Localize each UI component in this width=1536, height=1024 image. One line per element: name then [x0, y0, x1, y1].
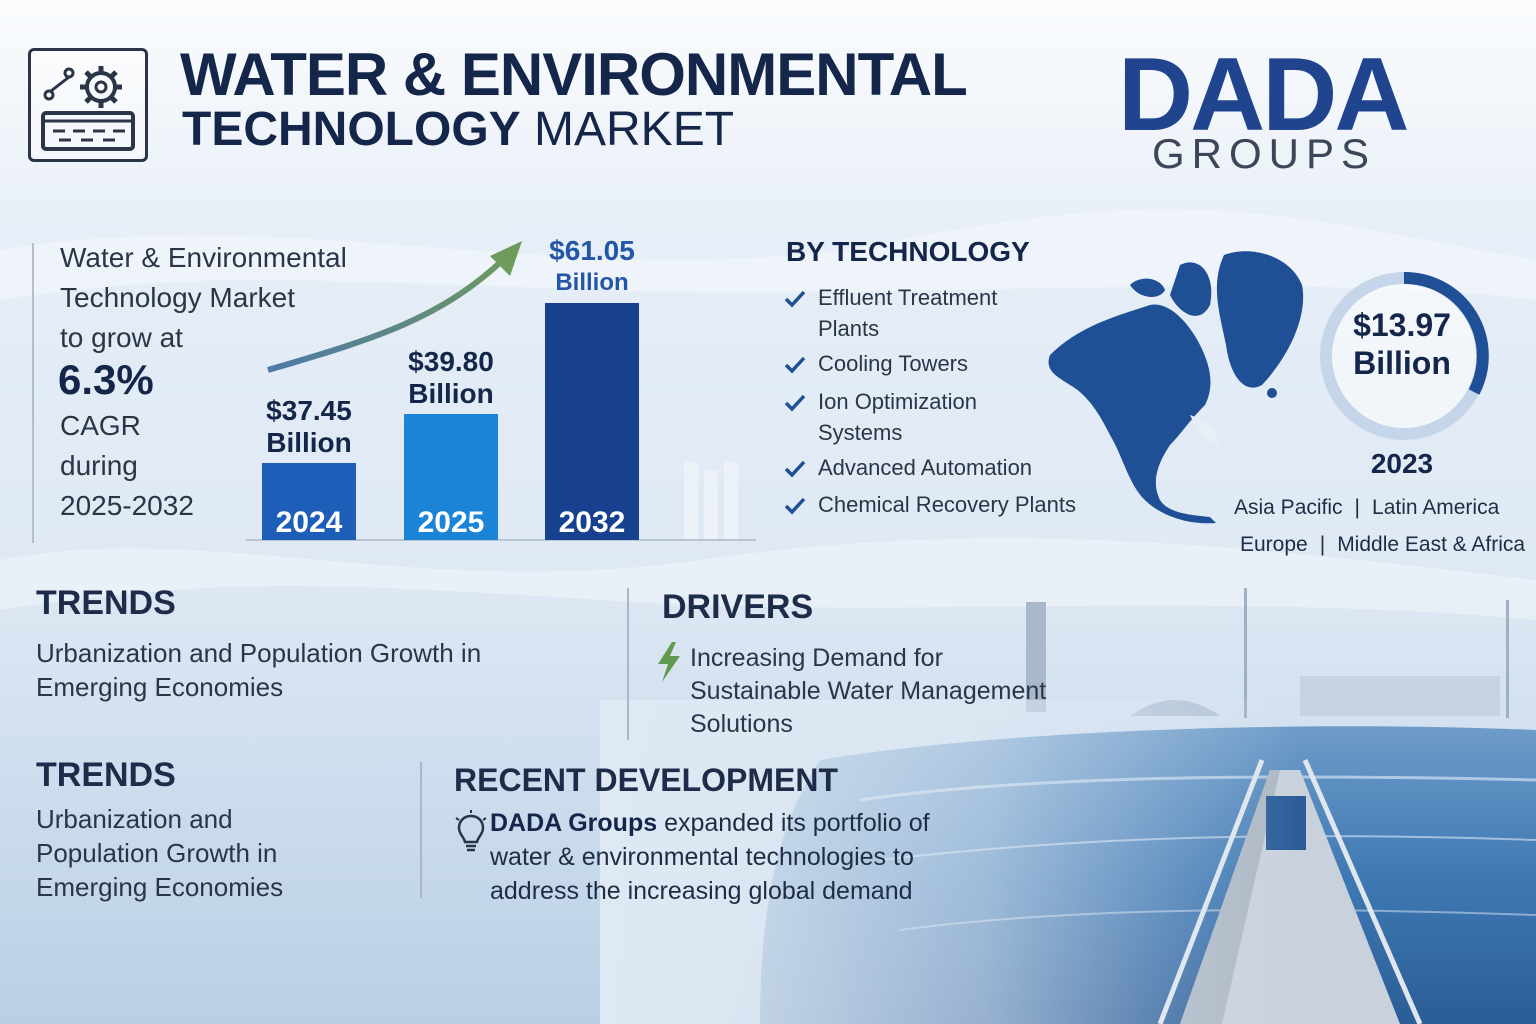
region-separator: |	[1319, 533, 1326, 556]
technology-title: BY TECHNOLOGY	[786, 236, 1030, 267]
growth-line2: Technology Market	[60, 282, 296, 313]
cagr-period: 2025-2032	[60, 490, 194, 521]
cagr-divider	[32, 243, 34, 543]
growth-line3: to grow at	[60, 322, 183, 353]
region-europe: Europe	[1240, 533, 1308, 556]
page-title-line1: WATER & ENVIRONMENTAL	[180, 41, 968, 108]
region-value-unit: Billion	[1353, 345, 1451, 381]
development-body: DADA Groups expanded its portfolio of wa…	[490, 806, 970, 908]
growth-line1: Water & Environmental	[60, 242, 347, 273]
lightbulb-icon	[455, 810, 487, 852]
region-value-amount: $13.97	[1353, 307, 1451, 343]
trends-bottom-body: Urbanization and Population Growth in Em…	[36, 804, 284, 902]
cagr-label: CAGR	[60, 410, 141, 441]
lightning-icon	[658, 642, 680, 682]
technology-item: Cooling Towers	[818, 351, 969, 376]
title-rest: MARKET	[520, 103, 735, 156]
region-separator: |	[1354, 496, 1361, 519]
cagr-value: 6.3%	[58, 356, 154, 403]
development-title: RECENT DEVELOPMENT	[454, 762, 839, 798]
section-divider	[420, 762, 422, 898]
trends-bottom-title: TRENDS	[36, 756, 176, 794]
check-icon	[784, 460, 806, 478]
cagr-during: during	[60, 450, 138, 481]
technology-item: Ion Optimization Systems	[818, 389, 977, 445]
check-icon	[784, 394, 806, 412]
trends-body: Urbanization and Population Growth in Em…	[36, 638, 482, 702]
check-icon	[784, 356, 806, 374]
title-bold-word: TECHNOLOGY	[182, 103, 521, 156]
trends-title: TRENDS	[36, 584, 176, 622]
region-row-1: Asia Pacific | Latin America	[1234, 496, 1499, 520]
region-asia-pacific: Asia Pacific	[1234, 496, 1343, 519]
section-divider	[627, 588, 629, 740]
technology-item: Advanced Automation	[818, 455, 1033, 480]
region-value: $13.97 Billion	[1320, 306, 1484, 382]
brand-logo-name: DADA	[1118, 37, 1409, 153]
technology-item: Chemical Recovery Plants	[818, 492, 1076, 517]
region-latin-america: Latin America	[1372, 496, 1500, 519]
growth-description: Water & Environmental Technology Market …	[60, 238, 400, 358]
region-year: 2023	[1370, 448, 1434, 479]
brand-logo-sub: GROUPS	[1152, 130, 1377, 177]
development-company: DADA Groups	[490, 809, 658, 837]
technology-item: Effluent Treatment Plants	[818, 285, 998, 341]
page-title-line2: TECHNOLOGY MARKET	[182, 102, 734, 157]
north-america-map-icon	[1048, 251, 1304, 524]
drivers-title: DRIVERS	[662, 588, 814, 626]
technology-logo-icon	[28, 48, 148, 162]
check-icon	[784, 290, 806, 308]
region-row-2: Europe | Middle East & Africa	[1240, 533, 1525, 557]
check-icon	[784, 497, 806, 515]
region-middle-east-africa: Middle East & Africa	[1337, 533, 1526, 556]
drivers-body: Increasing Demand for Sustainable Water …	[690, 644, 1047, 738]
development-text: expanded its portfolio of water & enviro…	[490, 809, 930, 905]
region-share-ring	[1320, 271, 1489, 440]
